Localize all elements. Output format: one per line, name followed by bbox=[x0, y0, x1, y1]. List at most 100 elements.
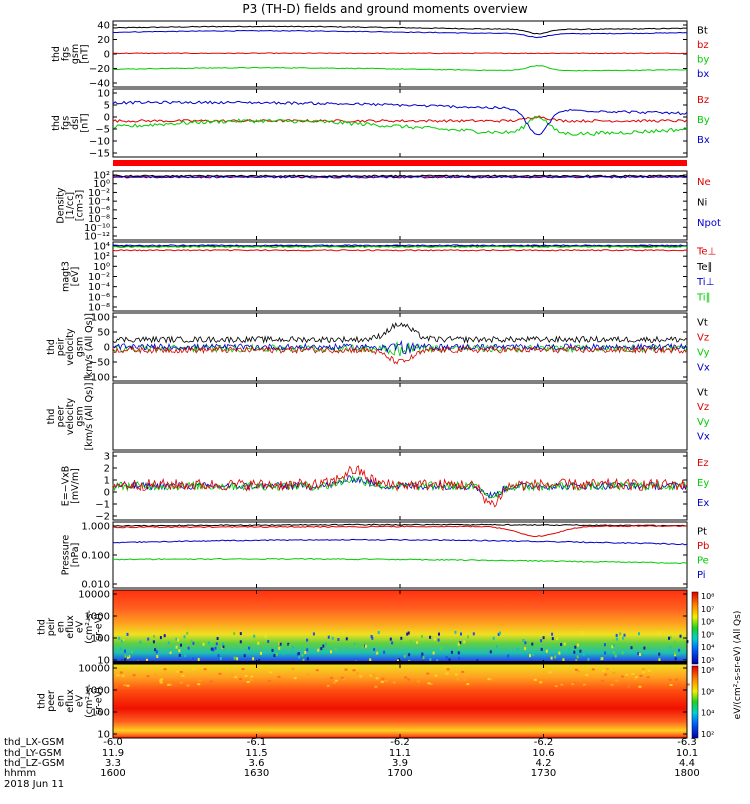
spectrogram-pixel bbox=[539, 681, 543, 684]
spectrogram-pixel bbox=[400, 636, 403, 640]
spectrogram-pixel bbox=[674, 657, 677, 661]
spectrogram-pixel bbox=[334, 647, 337, 651]
y-axis-label: (cm²-s- bbox=[84, 610, 95, 644]
spectrogram-pixel bbox=[197, 683, 201, 686]
spectrogram-pixel bbox=[267, 680, 271, 683]
ephem-value-y_gsm: 10.1 bbox=[676, 748, 698, 759]
y-axis-label: velocity bbox=[65, 398, 76, 436]
spectrogram-pixel bbox=[445, 672, 449, 675]
spectrogram-pixel bbox=[658, 658, 661, 662]
ephem-value-x_gsm: -6.0 bbox=[103, 737, 123, 748]
spectrogram-pixel bbox=[121, 674, 125, 677]
spectrogram-pixel bbox=[621, 651, 624, 655]
spectrogram-pixel bbox=[279, 642, 282, 646]
spectrogram-pixel bbox=[457, 642, 460, 646]
spectrogram-pixel bbox=[236, 657, 239, 661]
y-axis-label: gsm bbox=[75, 337, 86, 357]
colorbar-tick-label: 10³ bbox=[701, 656, 714, 665]
spectrogram-pixel bbox=[457, 651, 460, 655]
ephem-value-x_gsm: -6.2 bbox=[390, 737, 410, 748]
spectrogram-pixel bbox=[458, 646, 461, 650]
y-tick-label: 0.010 bbox=[81, 580, 110, 591]
spectrogram-pixel bbox=[383, 650, 386, 654]
spectrogram-pixel bbox=[620, 636, 623, 640]
spectrogram-pixel bbox=[288, 644, 291, 648]
spectrogram-pixel bbox=[126, 655, 129, 659]
spectrogram-pixel bbox=[178, 653, 181, 657]
spectrogram-pixel bbox=[252, 657, 255, 661]
spectrogram-pixel bbox=[163, 668, 167, 671]
temperature-trace bbox=[112, 244, 688, 247]
legend-label-by: by bbox=[697, 54, 709, 65]
spectrogram-pixel bbox=[384, 679, 388, 682]
spectrogram-pixel bbox=[203, 668, 207, 671]
spectrogram-pixel bbox=[576, 655, 579, 659]
spectrogram-pixel bbox=[677, 652, 680, 656]
y-tick-label: −1 bbox=[95, 500, 110, 511]
spectrogram-pixel bbox=[533, 678, 537, 681]
spectrogram-pixel bbox=[440, 647, 443, 650]
spectrogram-pixel bbox=[125, 655, 128, 659]
legend-label-Vz: Vz bbox=[697, 333, 709, 344]
spectrogram-pixel bbox=[293, 677, 297, 680]
spectrogram-pixel bbox=[181, 674, 185, 677]
legend-label-Pb: Pb bbox=[697, 541, 709, 552]
spectrogram-pixel bbox=[118, 636, 121, 640]
y-axis-label: Density bbox=[56, 187, 67, 223]
spectrogram-pixel bbox=[497, 632, 500, 636]
legend-label-Ne: Ne bbox=[697, 177, 711, 188]
spectrogram-pixel bbox=[507, 654, 510, 658]
y-tick-label: 10⁴ bbox=[93, 242, 110, 253]
spectrogram-pixel bbox=[531, 642, 534, 646]
legend-label-Te⊥: Te⊥ bbox=[696, 247, 716, 258]
y-tick-label: 1.000 bbox=[81, 522, 110, 533]
spectrogram-pixel bbox=[369, 674, 373, 677]
spectrogram-pixel bbox=[523, 632, 526, 636]
spectrogram-pixel bbox=[381, 677, 385, 680]
spectrogram-pixel bbox=[571, 683, 575, 686]
y-tick-label: 20 bbox=[97, 35, 110, 46]
y-tick-label: −50 bbox=[89, 358, 110, 369]
spectrogram-pixel bbox=[472, 632, 475, 636]
y-tick-label: 10 bbox=[97, 89, 110, 100]
spectrogram-pixel bbox=[146, 658, 148, 662]
spectrogram-pixel bbox=[120, 639, 123, 643]
spectrogram-pixel bbox=[669, 684, 673, 686]
spectrogram-pixel bbox=[476, 659, 479, 663]
spectrogram-pixel bbox=[154, 674, 158, 677]
spectrogram-pixel bbox=[275, 652, 278, 656]
spectrogram-pixel bbox=[239, 678, 243, 680]
spectrogram-pixel bbox=[214, 646, 217, 650]
y-axis-label: eV bbox=[75, 694, 86, 707]
y-tick-label: 5 bbox=[104, 101, 110, 112]
y-tick-label: 10⁻⁴ bbox=[88, 282, 110, 293]
spectrogram-pixel bbox=[327, 635, 330, 639]
spectrogram-pixel bbox=[269, 671, 273, 674]
spectrogram-pixel bbox=[643, 646, 646, 650]
spectrogram-pixel bbox=[554, 655, 557, 659]
spectrogram-pixel bbox=[614, 654, 617, 658]
spectrogram-pixel bbox=[278, 646, 281, 650]
spectrogram-pixel bbox=[243, 654, 246, 658]
spectrogram-pixel bbox=[167, 641, 170, 645]
spectrogram-pixel bbox=[317, 648, 320, 652]
spectrogram-pixel bbox=[344, 668, 348, 671]
spectrogram-pixel bbox=[612, 657, 615, 661]
spectrogram-pixel bbox=[371, 674, 375, 677]
ephem-value-hhmm: 1700 bbox=[387, 768, 412, 779]
legend-label-Pt: Pt bbox=[697, 526, 707, 537]
spectrogram-pixel bbox=[207, 641, 210, 645]
y-tick-label: 2 bbox=[104, 464, 110, 475]
spectrogram-pixel bbox=[222, 642, 225, 646]
legend-label-Pi: Pi bbox=[697, 570, 706, 581]
spectrogram-pixel bbox=[260, 651, 262, 655]
spectrogram-pixel bbox=[634, 676, 638, 679]
spectrogram-pixel bbox=[196, 641, 199, 645]
y-tick-label: 0.100 bbox=[81, 551, 110, 562]
legend-label-Ti∥: Ti∥ bbox=[696, 292, 711, 303]
spectrogram-pixel bbox=[463, 640, 466, 644]
y-axis-label: sr-eV) bbox=[94, 687, 105, 715]
